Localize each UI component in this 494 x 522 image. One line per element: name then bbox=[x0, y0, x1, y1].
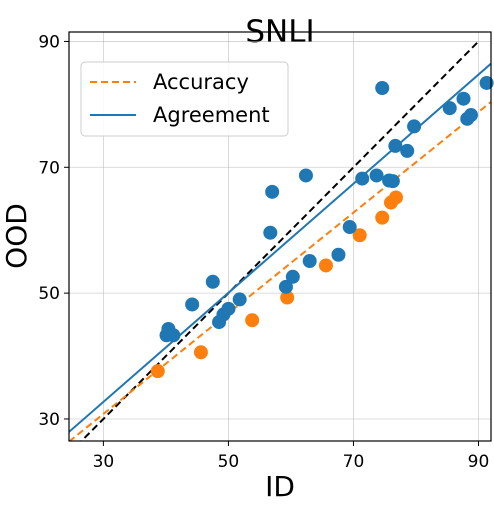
agreement-point bbox=[205, 274, 220, 289]
agreement-point bbox=[232, 292, 247, 307]
accuracy-point bbox=[280, 290, 295, 305]
y-tick-label: 90 bbox=[38, 32, 60, 52]
agreement-point bbox=[185, 297, 200, 312]
y-axis-ticks: 30 50 70 90 bbox=[38, 32, 69, 430]
agreement-point bbox=[285, 269, 300, 284]
accuracy-point bbox=[150, 364, 165, 379]
agreement-point bbox=[456, 91, 471, 106]
x-tick-label: 90 bbox=[468, 452, 490, 472]
agreement-point bbox=[166, 328, 181, 343]
legend-agreement-label: Agreement bbox=[153, 103, 270, 127]
y-tick-label: 50 bbox=[38, 284, 60, 304]
agreement-point bbox=[407, 119, 422, 134]
x-axis-ticks: 30 50 70 90 bbox=[93, 441, 490, 472]
agreement-point bbox=[400, 143, 415, 158]
accuracy-point bbox=[193, 345, 208, 360]
agreement-point bbox=[442, 101, 457, 116]
legend-accuracy-label: Accuracy bbox=[153, 70, 249, 94]
accuracy-fit-line bbox=[69, 101, 491, 441]
plot-frame bbox=[68, 31, 492, 442]
x-tick-label: 50 bbox=[218, 452, 240, 472]
agreement-point bbox=[298, 168, 313, 183]
agreement-point bbox=[342, 220, 357, 235]
agreement-point bbox=[375, 81, 390, 96]
accuracy-point bbox=[318, 258, 333, 273]
agreement-point bbox=[355, 171, 370, 186]
agreement-point bbox=[463, 108, 478, 123]
legend-box bbox=[80, 61, 289, 137]
identity-line bbox=[80, 40, 480, 441]
agreement-point bbox=[278, 279, 293, 294]
x-tick-label: 30 bbox=[93, 452, 115, 472]
legend: Accuracy Agreement bbox=[80, 61, 289, 137]
agreement-point bbox=[221, 301, 236, 316]
agreement-point bbox=[385, 174, 400, 189]
x-tick-label: 70 bbox=[343, 452, 365, 472]
accuracy-point bbox=[375, 210, 390, 225]
agreement-point bbox=[331, 247, 346, 262]
reference-line bbox=[80, 40, 480, 441]
accuracy-point bbox=[352, 228, 367, 243]
y-axis-label: OOD bbox=[0, 203, 33, 269]
agreement-point bbox=[263, 225, 278, 240]
accuracy-point bbox=[388, 190, 403, 205]
agreement-point bbox=[388, 138, 403, 153]
agreement-point bbox=[369, 168, 384, 183]
data-points bbox=[150, 75, 494, 379]
y-tick-label: 30 bbox=[38, 410, 60, 430]
agreement-point bbox=[302, 254, 317, 269]
agreement-point bbox=[479, 75, 494, 90]
y-tick-label: 70 bbox=[38, 158, 60, 178]
accuracy-point bbox=[245, 313, 260, 328]
x-axis-label: ID bbox=[265, 470, 295, 503]
agreement-point bbox=[265, 184, 280, 199]
